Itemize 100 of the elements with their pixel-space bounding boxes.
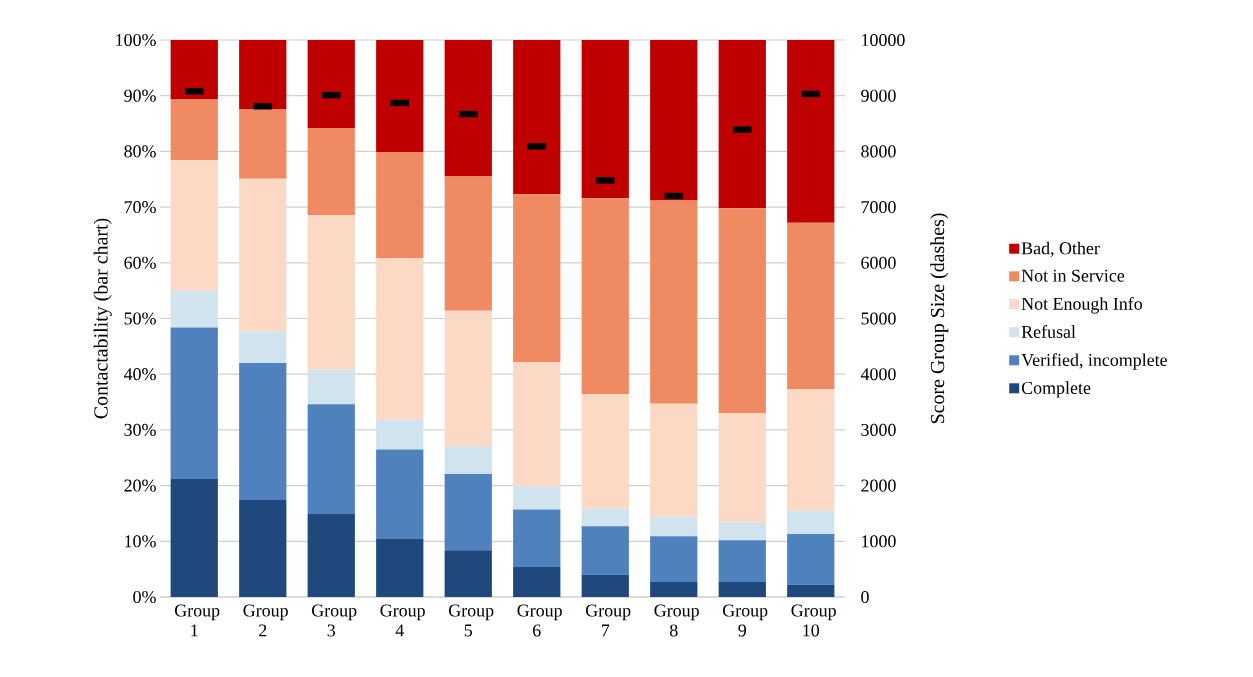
bar (307, 404, 355, 515)
x-tick-label: Group 6 (517, 604, 562, 637)
legend-label: Complete (1021, 381, 1091, 398)
x-tick-label: Group 10 (791, 604, 836, 637)
bar (513, 486, 561, 510)
y2-tick-label: 2000 (861, 479, 896, 492)
y2-tick-label: 10000 (862, 33, 905, 47)
bar (376, 151, 424, 259)
bar (650, 536, 698, 582)
x-tick-label: Group 8 (654, 604, 699, 637)
bar (787, 39, 835, 223)
y-tick-label: 80% (124, 145, 156, 158)
legend-label: Bad, Other (1021, 241, 1100, 257)
y-tick-label: 100% (116, 33, 156, 47)
bar (444, 176, 492, 311)
bar (376, 39, 424, 152)
x-tick-label: Group 2 (243, 604, 288, 637)
y2-tick-label: 8000 (861, 145, 896, 158)
bar (444, 473, 492, 551)
bar (513, 566, 561, 597)
bar (581, 526, 629, 575)
y-tick-label: 40% (123, 368, 156, 381)
bar (307, 369, 355, 405)
bar (307, 514, 355, 597)
bar (307, 128, 355, 215)
bar (170, 290, 218, 328)
y-tick-label: 90% (124, 89, 156, 102)
y2-axis-title: Score Group Size (dashes) (930, 213, 949, 424)
bar (444, 310, 492, 447)
x-tick-label: Group 4 (380, 604, 425, 637)
bar (170, 327, 218, 479)
bar (239, 39, 287, 110)
y2-tick-label: 5000 (861, 312, 896, 325)
legend-label: Verified, incomplete (1021, 353, 1167, 370)
bar (170, 99, 218, 161)
bar (170, 160, 218, 291)
y2-tick-label: 6000 (861, 256, 896, 269)
y-tick-label: 70% (124, 201, 156, 214)
y2-tick-label: 1000 (862, 535, 896, 548)
y-tick-label: 10% (125, 535, 156, 548)
bar (787, 584, 835, 597)
bar (170, 39, 218, 100)
y-tick-label: 60% (124, 256, 156, 269)
bar (513, 509, 561, 567)
bar (650, 39, 698, 201)
y-tick-label: 20% (124, 479, 156, 492)
x-tick-label: Group 1 (174, 604, 220, 637)
bar (581, 574, 629, 597)
bar (718, 540, 766, 582)
bar (581, 508, 629, 527)
y2-tick-label: 3000 (861, 423, 896, 436)
y-tick-label: 0% (133, 590, 156, 604)
bar (787, 510, 835, 535)
y2-tick-label: 7000 (861, 201, 896, 214)
bar (513, 361, 561, 487)
bar (170, 478, 218, 597)
bar (581, 198, 629, 395)
bar (787, 222, 835, 390)
bar (787, 534, 835, 585)
bar (581, 39, 629, 199)
y-tick-label: 50% (124, 312, 156, 325)
bar (650, 403, 698, 517)
bar (376, 539, 424, 597)
bar (513, 39, 561, 195)
bar (239, 178, 287, 332)
bar (513, 194, 561, 362)
bar (718, 39, 766, 209)
bar (239, 363, 287, 501)
bar (444, 39, 492, 177)
bar (718, 581, 766, 597)
x-tick-label: Group 9 (723, 604, 768, 637)
bar (650, 516, 698, 537)
x-tick-label: Group 3 (311, 604, 357, 637)
bar (787, 389, 835, 511)
bar (307, 214, 355, 370)
bar (718, 413, 766, 523)
legend-label: Not Enough Info (1021, 297, 1143, 314)
y2-tick-label: 4000 (860, 368, 896, 381)
bar (444, 446, 492, 474)
bar (581, 394, 629, 509)
y2-tick-label: 9000 (861, 89, 896, 102)
bar (650, 581, 698, 597)
bar (376, 258, 424, 420)
x-tick-label: Group 5 (448, 604, 494, 637)
x-tick-label: Group 7 (586, 604, 631, 637)
bar (239, 500, 287, 597)
bar (376, 449, 424, 540)
bar (650, 200, 698, 404)
legend-label: Not in Service (1021, 269, 1125, 282)
bar (239, 331, 287, 364)
bar (718, 522, 766, 541)
bar (376, 419, 424, 450)
y-axis-title: Contactability (bar chart) (93, 218, 112, 419)
y2-tick-label: 0 (861, 590, 869, 604)
legend-label: Refusal (1021, 325, 1076, 338)
bar (444, 550, 492, 597)
bar (239, 109, 287, 179)
y-tick-label: 30% (124, 423, 156, 436)
bar (718, 208, 766, 414)
bar (307, 39, 355, 128)
